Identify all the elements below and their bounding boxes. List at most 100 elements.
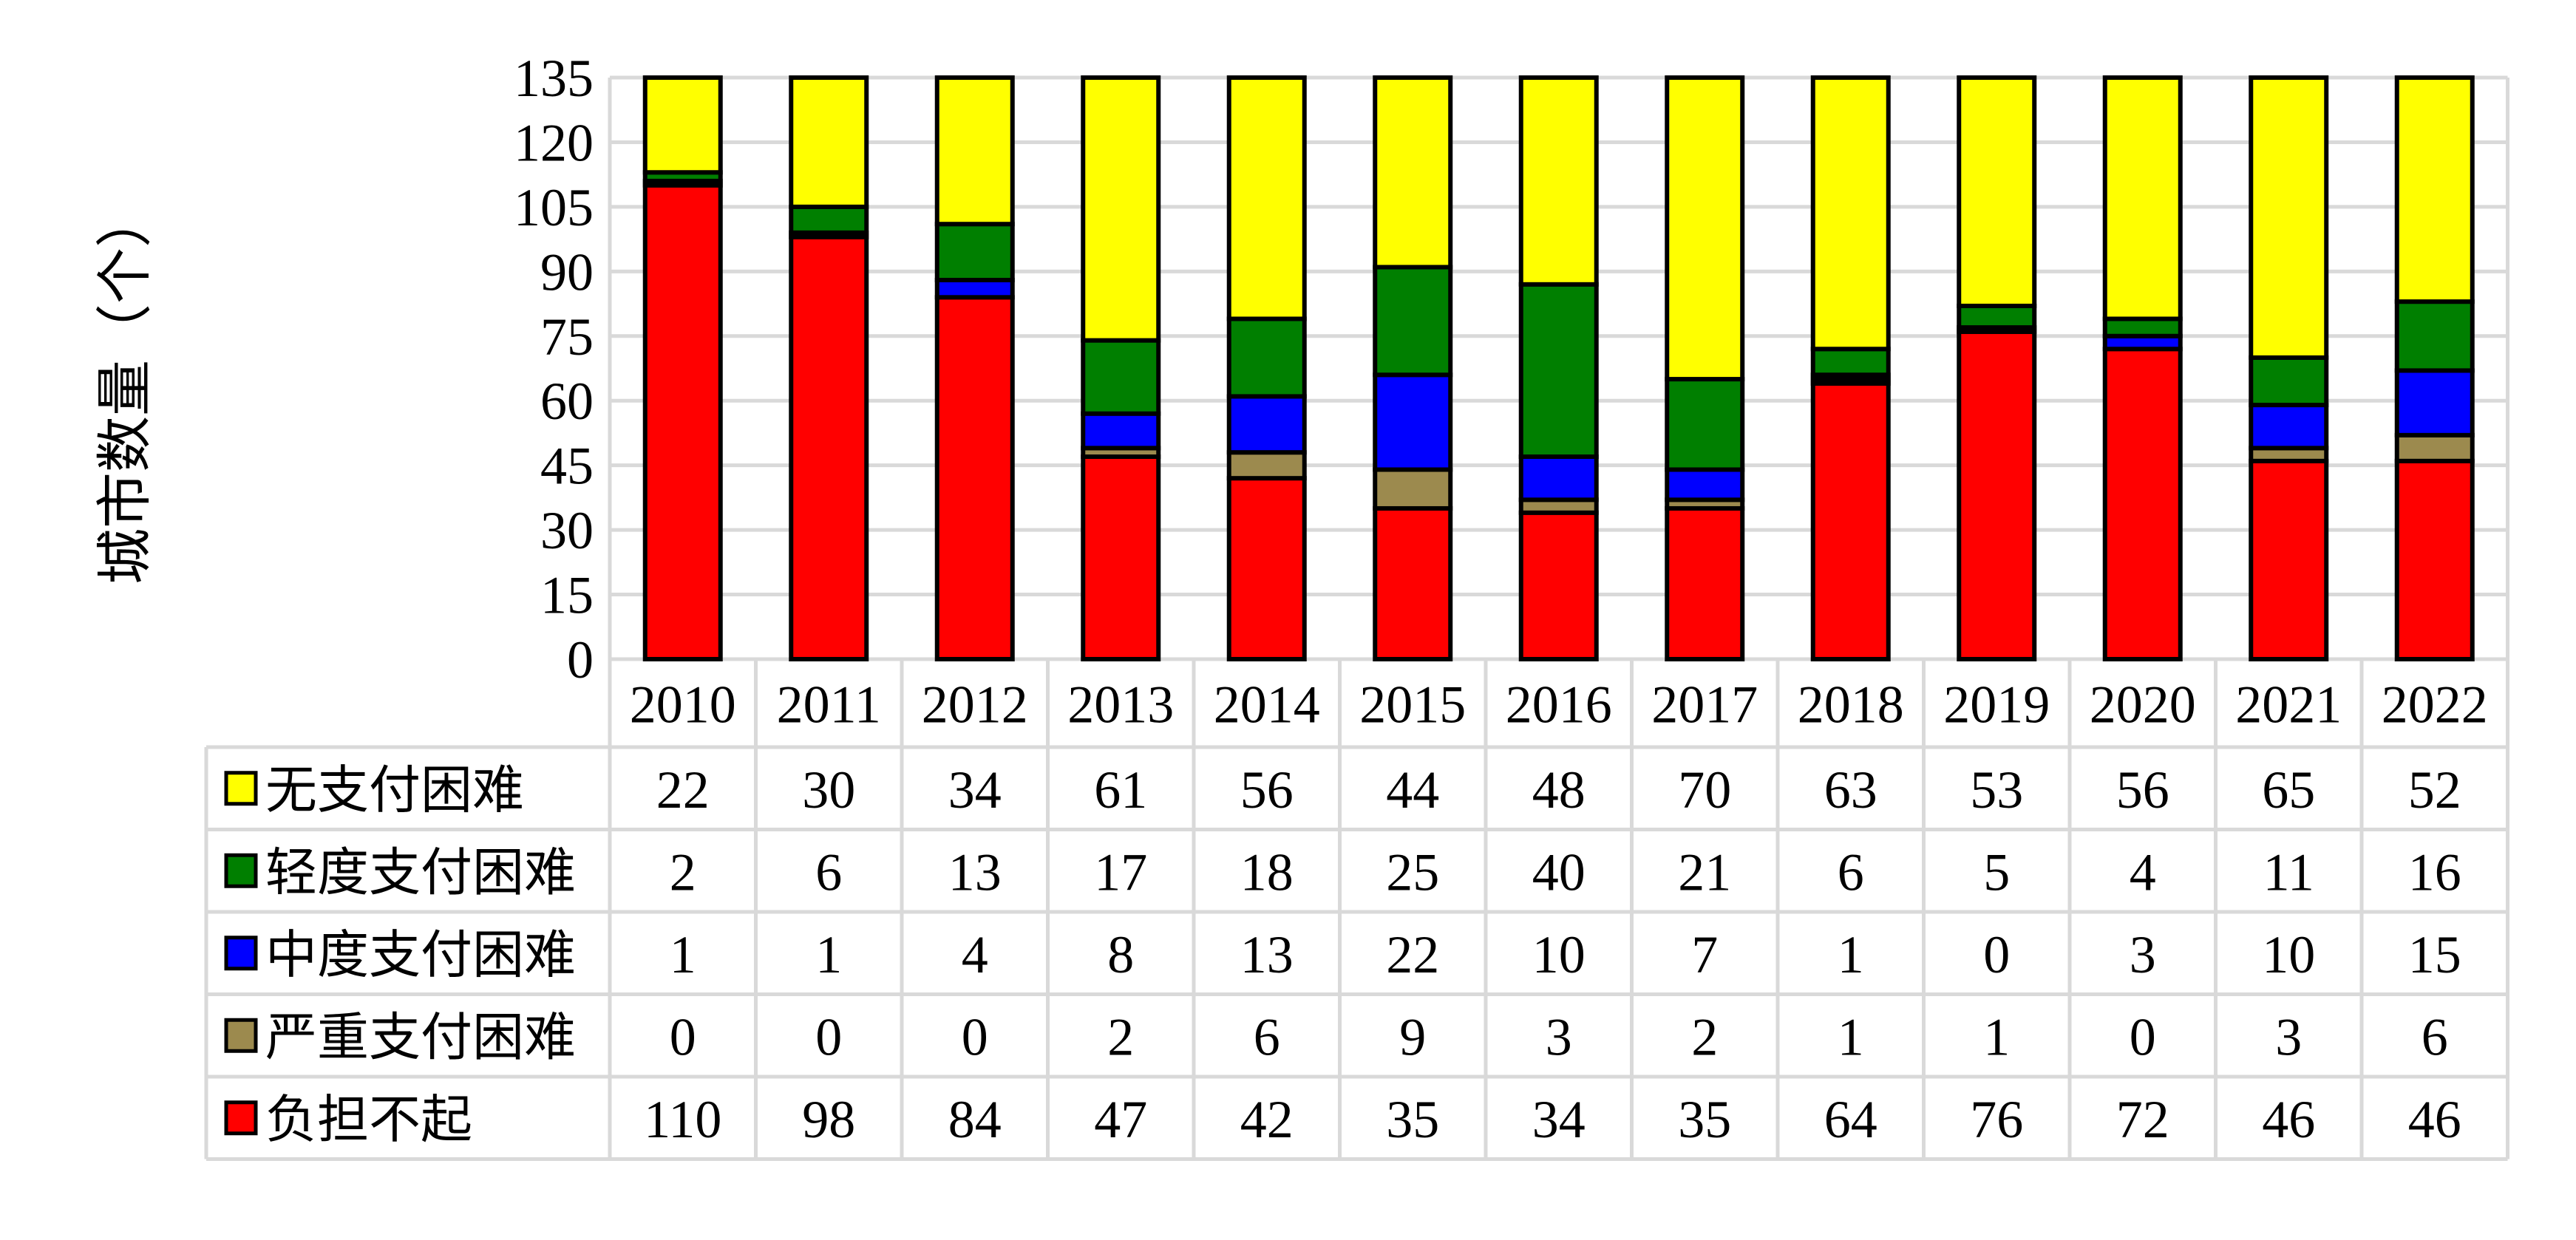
table-cell-value: 13 <box>1240 925 1294 984</box>
table-cell-value: 18 <box>1240 842 1294 902</box>
table-cell-value: 3 <box>2275 1007 2302 1066</box>
table-cell-value: 1 <box>815 925 842 984</box>
table-cell-value: 3 <box>1546 1007 1572 1066</box>
legend-swatch <box>224 1018 258 1053</box>
table-cell-value: 0 <box>1983 925 2010 984</box>
bar-segment-2012-中度支付困难 <box>934 277 1015 300</box>
table-cell-value: 34 <box>1532 1090 1586 1149</box>
y-tick-label: 30 <box>540 501 594 560</box>
y-tick-label: 90 <box>540 242 594 302</box>
y-tick-label: 15 <box>540 566 594 625</box>
table-cell-value: 1 <box>1838 1007 1864 1066</box>
legend-swatch <box>224 853 258 888</box>
table-cell-value: 17 <box>1094 842 1147 902</box>
table-cell-value: 1 <box>1838 925 1864 984</box>
table-cell-value: 63 <box>1824 760 1877 820</box>
bar-segment-2016-中度支付困难 <box>1518 454 1599 503</box>
bar-segment-2013-无支付困难 <box>1081 75 1161 343</box>
table-cell-value: 53 <box>1970 760 2023 820</box>
bar-segment-2013-中度支付困难 <box>1081 411 1161 451</box>
bar-segment-2022-无支付困难 <box>2394 75 2475 304</box>
table-cell-value: 15 <box>2408 925 2461 984</box>
bar-segment-2021-负担不起 <box>2249 458 2329 661</box>
legend-swatch <box>224 771 258 806</box>
table-cell-value: 4 <box>2130 842 2156 902</box>
table-cell-value: 46 <box>2262 1090 2315 1149</box>
bar-segment-2018-负担不起 <box>1810 381 1891 661</box>
bar-segment-2010-负担不起 <box>642 183 723 662</box>
legend-swatch <box>224 936 258 971</box>
x-tick-label: 2012 <box>922 675 1028 735</box>
x-tick-label: 2011 <box>777 675 881 735</box>
table-cell-value: 10 <box>2262 925 2315 984</box>
table-cell-value: 16 <box>2408 842 2461 902</box>
table-cell-value: 48 <box>1532 760 1586 820</box>
legend-label: 无支付困难 <box>265 763 524 820</box>
y-tick-label: 120 <box>514 113 594 172</box>
table-cell-value: 4 <box>962 925 988 984</box>
bar-segment-2018-无支付困难 <box>1810 75 1891 352</box>
table-cell-value: 6 <box>815 842 842 902</box>
x-tick-label: 2015 <box>1359 675 1466 735</box>
table-cell-value: 2 <box>670 842 696 902</box>
x-tick-label: 2021 <box>2235 675 2342 735</box>
table-cell-value: 56 <box>2116 760 2169 820</box>
y-tick-label: 105 <box>514 178 594 237</box>
bar-segment-2022-负担不起 <box>2394 458 2475 661</box>
bar-segment-2021-轻度支付困难 <box>2249 355 2329 408</box>
bar-segment-2017-轻度支付困难 <box>1665 377 1745 472</box>
y-tick-label: 75 <box>540 307 594 367</box>
table-cell-value: 3 <box>2130 925 2156 984</box>
y-tick-label: 135 <box>514 49 594 108</box>
bar-segment-2020-负担不起 <box>2102 347 2183 661</box>
x-tick-label: 2010 <box>630 675 736 735</box>
table-cell-value: 7 <box>1691 925 1718 984</box>
data-table: 2010 2011 2012 2013 2014 2015 2016 2017 2018 2019… <box>204 659 2509 1161</box>
table-cell-value: 35 <box>1386 1090 1439 1149</box>
table-cell-value: 76 <box>1970 1090 2023 1149</box>
bar-segment-2017-中度支付困难 <box>1665 467 1745 503</box>
bar-segment-2014-轻度支付困难 <box>1226 316 1307 399</box>
table-cell-value: 1 <box>670 925 696 984</box>
bar-segment-2015-严重支付困难 <box>1373 467 1453 511</box>
table-cell-value: 0 <box>2130 1007 2156 1066</box>
bar-segment-2014-严重支付困难 <box>1226 450 1307 481</box>
table-cell-value: 13 <box>948 842 1002 902</box>
table-cell-value: 84 <box>948 1090 1002 1149</box>
table-cell-value: 0 <box>670 1007 696 1066</box>
table-cell-value: 47 <box>1094 1090 1147 1149</box>
table-cell-value: 46 <box>2408 1090 2461 1149</box>
x-tick-label: 2022 <box>2382 675 2488 735</box>
bar-segment-2011-无支付困难 <box>789 75 869 209</box>
table-cell-value: 0 <box>815 1007 842 1066</box>
legend-label: 严重支付困难 <box>265 1009 576 1066</box>
legend-label: 轻度支付困难 <box>265 845 576 902</box>
table-cell-value: 11 <box>2263 842 2314 902</box>
bar-segment-2017-无支付困难 <box>1665 75 1745 382</box>
table-cell-value: 22 <box>1386 925 1439 984</box>
table-cell-value: 34 <box>948 760 1002 820</box>
table-cell-value: 8 <box>1107 925 1134 984</box>
table-cell-value: 1 <box>1983 1007 2010 1066</box>
bar-segment-2022-中度支付困难 <box>2394 368 2475 437</box>
table-cell-value: 44 <box>1386 760 1439 820</box>
table-cell-value: 6 <box>2422 1007 2448 1066</box>
bar-segment-2015-轻度支付困难 <box>1373 265 1453 378</box>
bar-segment-2019-轻度支付困难 <box>1957 303 2037 330</box>
bar-segment-2021-无支付困难 <box>2249 75 2329 360</box>
x-tick-label: 2014 <box>1214 675 1320 735</box>
x-tick-label: 2019 <box>1943 675 2050 735</box>
bar-segment-2022-轻度支付困难 <box>2394 299 2475 373</box>
x-tick-label: 2013 <box>1067 675 1174 735</box>
table-cell-value: 2 <box>1107 1007 1134 1066</box>
bar-segment-2019-无支付困难 <box>1957 75 2037 308</box>
bar-segment-2021-中度支付困难 <box>2249 403 2329 451</box>
table-cell-value: 10 <box>1532 925 1586 984</box>
table-cell-value: 5 <box>1983 842 2010 902</box>
bar-segment-2018-轻度支付困难 <box>1810 347 1891 378</box>
y-tick-label: 0 <box>567 630 594 689</box>
bar-segment-2014-中度支付困难 <box>1226 394 1307 455</box>
table-cell-value: 56 <box>1240 760 1294 820</box>
bar-segment-2012-轻度支付困难 <box>934 222 1015 282</box>
